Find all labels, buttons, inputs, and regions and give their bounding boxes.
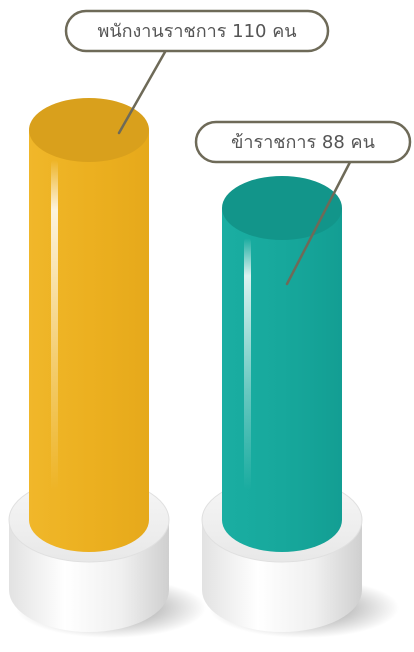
callout-box — [194, 120, 412, 164]
callout-leader-line — [285, 160, 352, 286]
cylinder-top — [222, 176, 342, 240]
data-label: พนักงานราชการ 110 คน — [97, 21, 296, 42]
callout-2: ข้าราชการ 88 คน — [194, 120, 412, 286]
cylinder-bar-2 — [201, 176, 399, 638]
data-label: ข้าราชการ 88 คน — [231, 132, 375, 153]
cylinder-body — [29, 130, 149, 552]
cylinder-body — [222, 208, 342, 552]
cylinder-top — [29, 98, 149, 162]
callout-box — [64, 9, 330, 53]
cylinder-shine — [51, 160, 58, 490]
cylinder-shine — [244, 238, 251, 490]
callout-leader-line — [117, 49, 167, 135]
cylinder-bar-1 — [8, 98, 206, 638]
callout-1: พนักงานราชการ 110 คน — [64, 9, 330, 135]
